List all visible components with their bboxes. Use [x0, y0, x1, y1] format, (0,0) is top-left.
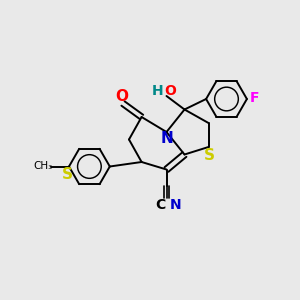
- Text: CH₃: CH₃: [33, 161, 52, 171]
- Text: C: C: [156, 198, 166, 212]
- Text: H: H: [152, 84, 163, 98]
- Text: S: S: [62, 167, 73, 182]
- Text: O: O: [115, 89, 128, 104]
- Text: N: N: [161, 131, 173, 146]
- Text: F: F: [250, 92, 260, 105]
- Text: S: S: [204, 148, 214, 163]
- Text: N: N: [169, 198, 181, 212]
- Text: O: O: [164, 84, 176, 98]
